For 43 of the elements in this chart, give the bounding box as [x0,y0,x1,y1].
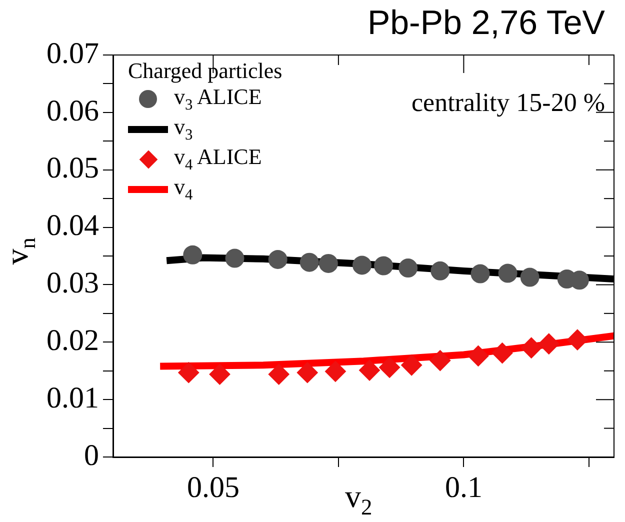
point [300,252,319,272]
point [359,360,380,381]
y-tick-label: 0.05 [46,152,99,185]
y-tick-label: 0.07 [46,36,99,70]
y-tick-label: 0 [84,438,99,472]
point [318,254,338,273]
y-tick-label: 0.03 [46,266,99,300]
x-tick-label: 0.1 [444,470,482,504]
chart-title: Pb-Pb 2,76 TeV [367,4,605,43]
point [209,364,230,385]
y-tick-label: 0.04 [46,209,99,242]
x-axis-title: v$_{2}$ [345,478,372,520]
point [352,256,372,275]
point [178,362,200,384]
point [566,329,588,350]
legend-label: v$_{3}$ ALICE [174,84,262,114]
point [374,256,394,276]
point [225,248,244,268]
point [324,360,346,382]
point [492,342,513,364]
point [470,264,490,284]
annotation: centrality 15-20 % [412,88,605,118]
point [468,345,489,366]
legend-label: v$_{4}$ ALICE [174,144,262,174]
point [401,354,422,376]
point [296,362,318,384]
legend-label: v$_{4}$ [174,174,193,204]
point [520,337,542,358]
point [498,264,518,283]
legend-title: Charged particles [128,58,282,84]
legend-label: v$_{3}$ [174,114,193,144]
y-tick-label: 0.02 [46,324,99,358]
point [538,333,560,354]
y-tick-label: 0.01 [46,381,99,414]
y-tick-label: 0.06 [46,94,99,128]
point [398,258,418,278]
point [379,356,400,378]
point [183,245,202,264]
point [268,250,288,269]
point [430,261,450,280]
point [520,268,540,287]
point [268,364,290,385]
point [430,350,451,372]
